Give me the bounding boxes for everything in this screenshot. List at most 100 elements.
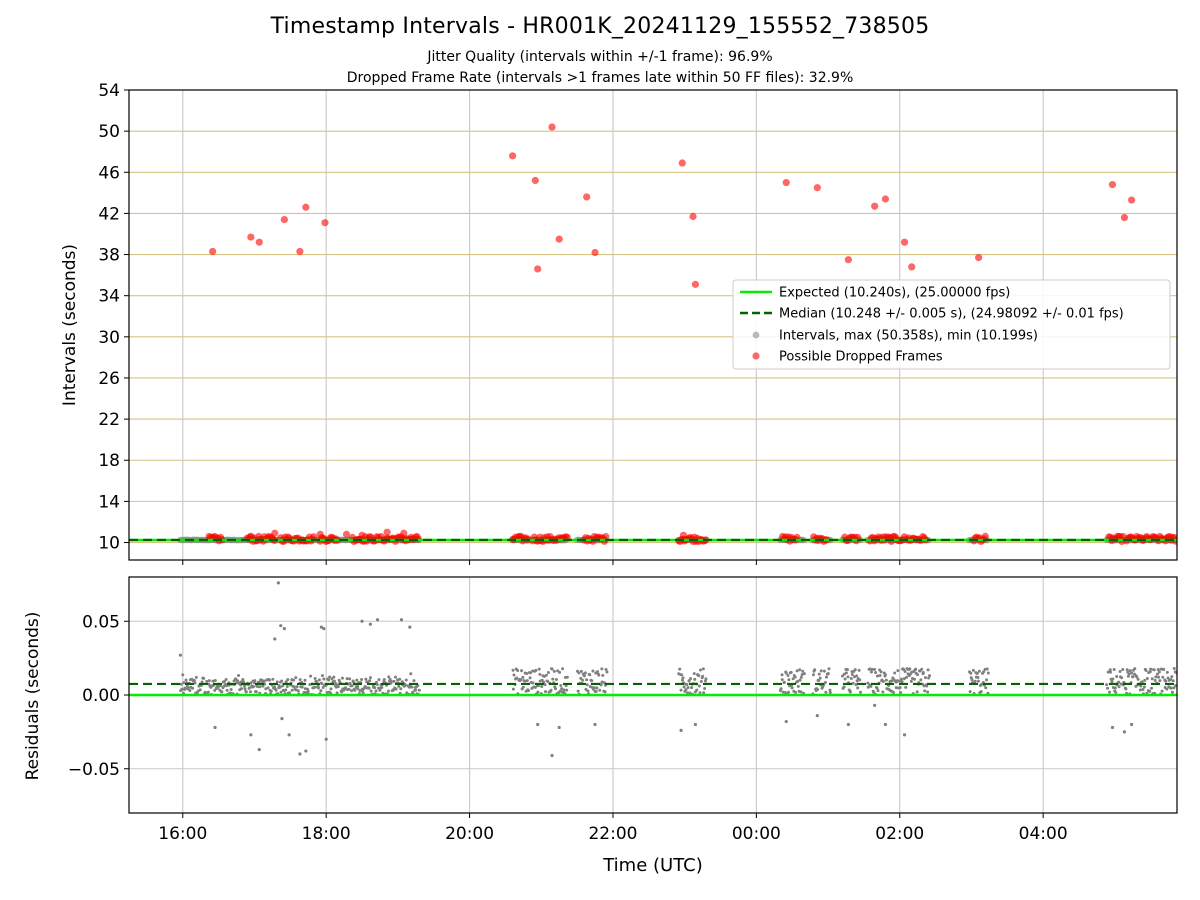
- dropped-frame-point: [689, 212, 697, 221]
- residual-point: [597, 673, 601, 677]
- residual-point: [202, 676, 206, 680]
- residual-point: [355, 678, 359, 682]
- residual-point: [561, 667, 565, 671]
- dropped-frame-point: [678, 159, 686, 167]
- residual-point: [1133, 667, 1137, 671]
- y-tick-label: 38: [98, 246, 120, 266]
- residual-point: [380, 685, 384, 689]
- y-axis-label: Intervals (seconds): [60, 244, 80, 406]
- residual-point: [511, 687, 515, 691]
- residual-point: [309, 674, 313, 678]
- residual-point: [213, 688, 217, 692]
- residual-point: [200, 680, 204, 684]
- residual-point: [332, 679, 336, 683]
- residual-point: [335, 691, 339, 695]
- residual-point: [1154, 675, 1158, 679]
- dropped-frame-point: [555, 235, 563, 243]
- residual-point: [345, 677, 349, 681]
- residual-point: [680, 678, 684, 682]
- residual-point: [605, 670, 609, 674]
- residual-outlier-point: [257, 747, 261, 752]
- residual-point: [1124, 687, 1128, 691]
- residual-point: [904, 685, 908, 689]
- residual-point: [690, 686, 694, 690]
- residual-point: [576, 689, 580, 693]
- residual-point: [377, 678, 381, 682]
- residual-point: [594, 689, 598, 693]
- residual-point: [240, 687, 244, 691]
- residual-point: [536, 690, 540, 694]
- dropped-frame-point: [296, 247, 304, 256]
- residual-point: [590, 679, 594, 683]
- residual-point: [1125, 668, 1129, 672]
- residual-point: [816, 687, 820, 691]
- residual-point: [919, 678, 923, 682]
- residual-point: [1115, 675, 1119, 679]
- residual-point: [583, 671, 587, 675]
- y-tick-label: 30: [98, 328, 120, 348]
- residual-point: [537, 667, 541, 671]
- residual-point: [848, 690, 852, 694]
- residual-point: [356, 687, 360, 691]
- residual-point: [206, 690, 210, 694]
- residual-point: [1170, 690, 1174, 694]
- residual-outlier-point: [883, 722, 888, 727]
- residual-point: [225, 688, 229, 692]
- residual-point: [247, 686, 251, 690]
- residual-point: [1157, 675, 1161, 679]
- residual-point: [985, 678, 989, 682]
- residual-point: [1140, 680, 1144, 684]
- residual-point: [1142, 685, 1146, 689]
- residual-point: [1156, 668, 1160, 672]
- residual-point: [367, 686, 371, 690]
- residual-point: [398, 677, 402, 681]
- residual-point: [818, 676, 822, 680]
- residual-point: [925, 684, 929, 688]
- residual-point: [844, 671, 848, 675]
- residual-point: [782, 680, 786, 684]
- residual-point: [1152, 668, 1156, 672]
- residual-point: [1131, 675, 1135, 679]
- residual-point: [596, 670, 600, 674]
- residual-point: [271, 677, 275, 681]
- x-tick-label: 00:00: [732, 824, 781, 844]
- residual-point: [241, 677, 245, 681]
- residual-point: [262, 679, 266, 683]
- residual-point: [793, 675, 797, 679]
- residual-point: [253, 679, 257, 683]
- dropped-frame-point: [871, 202, 879, 210]
- residual-point: [544, 690, 548, 694]
- residual-point: [856, 686, 860, 690]
- legend-label: Expected (10.240s), (25.00000 fps): [779, 286, 1010, 301]
- residual-point: [551, 677, 555, 681]
- residual-outlier-point: [282, 627, 286, 631]
- residual-point: [1164, 679, 1168, 683]
- residual-point: [819, 669, 823, 673]
- residual-point: [516, 668, 520, 672]
- residual-outlier-point: [1129, 722, 1134, 727]
- residual-point: [409, 672, 413, 676]
- residual-point: [799, 690, 803, 694]
- residual-point: [891, 690, 895, 694]
- residual-point: [329, 687, 333, 691]
- dropped-frame-point: [679, 531, 688, 539]
- residual-point: [258, 685, 262, 689]
- residual-outlier-point: [298, 752, 302, 756]
- residual-point: [699, 680, 703, 684]
- residual-point: [923, 676, 927, 680]
- residual-point: [986, 671, 990, 675]
- residual-point: [890, 679, 894, 683]
- residual-point: [284, 680, 288, 684]
- residual-point: [926, 668, 930, 672]
- legend-swatch-intervals: [752, 331, 760, 339]
- residual-point: [284, 688, 288, 692]
- residual-point: [971, 668, 975, 672]
- residual-point: [798, 678, 802, 682]
- residual-point: [525, 679, 529, 683]
- residual-point: [417, 688, 421, 692]
- residual-point: [412, 679, 416, 683]
- residual-point: [811, 673, 815, 677]
- residual-point: [224, 677, 228, 681]
- residual-point: [970, 678, 974, 682]
